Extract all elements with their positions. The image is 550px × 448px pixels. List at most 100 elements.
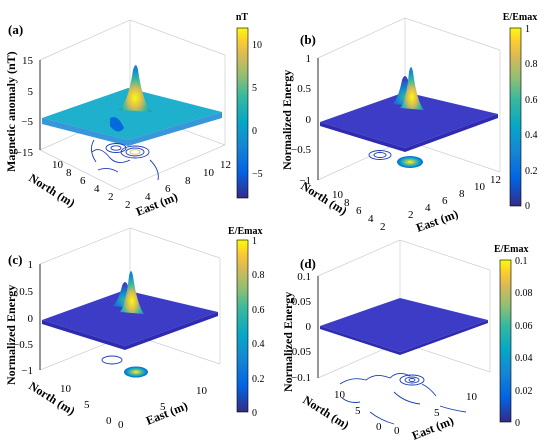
colorbar-title: E/Emax xyxy=(228,226,262,237)
x-tick: 10 xyxy=(203,167,215,179)
colorbar-title: E/Emax xyxy=(494,244,528,255)
x-tick: 4 xyxy=(145,191,151,203)
x-tick: 10 xyxy=(474,181,486,193)
panel-d-z-label: Normalized Energy xyxy=(281,292,295,392)
z-tick: 0.5 xyxy=(297,83,311,95)
panel-c-surface xyxy=(42,271,218,350)
y-tick: 4 xyxy=(94,183,100,195)
x-tick: 12 xyxy=(490,174,501,186)
colorbar-title: nT xyxy=(236,12,249,23)
y-tick: 8 xyxy=(344,197,350,209)
panel-a-z-ticks: 15 5 −5 −15 xyxy=(16,55,34,159)
z-tick: −5 xyxy=(21,116,33,128)
y-tick: 2 xyxy=(108,191,114,203)
panel-a-label: (a) xyxy=(8,22,23,37)
z-tick: 0.1 xyxy=(297,271,311,283)
panel-c-colorbar: E/Emax 1 0.8 0.6 0.4 0.2 0 xyxy=(228,226,265,419)
z-tick: 1 xyxy=(28,259,34,271)
panel-c: 1 0.5 0 −0.5 −1 10 5 0 0 5 10 Normalized… xyxy=(4,226,265,431)
x-tick: 2 xyxy=(408,209,414,221)
x-tick: 8 xyxy=(185,175,191,187)
panel-d-x-ticks: 0 5 10 xyxy=(394,391,478,437)
panel-b-label: (b) xyxy=(300,32,316,47)
panel-d-y-ticks: 10 5 0 xyxy=(334,389,382,433)
colorbar-tick: 0.2 xyxy=(252,374,265,385)
panel-a-contours xyxy=(91,139,159,181)
panel-d-axis-box xyxy=(317,239,491,379)
panel-c-x-label: East (m) xyxy=(144,398,190,427)
panel-c-peak xyxy=(120,271,144,314)
colorbar-tick: 0 xyxy=(252,408,257,419)
y-tick: 0 xyxy=(376,421,382,433)
x-tick: 12 xyxy=(220,159,231,171)
x-tick: 6 xyxy=(165,183,171,195)
colorbar-tick: 10 xyxy=(252,40,262,51)
z-tick: −0.1 xyxy=(291,372,311,384)
colorbar-tick: 1 xyxy=(525,24,530,35)
z-tick: −15 xyxy=(16,147,34,159)
x-tick: 6 xyxy=(442,195,448,207)
panel-a-y-ticks: 10 8 6 4 2 xyxy=(52,159,114,203)
z-tick: 0 xyxy=(306,321,312,333)
x-tick: 0 xyxy=(394,425,400,437)
y-tick: 5 xyxy=(84,399,90,411)
panel-c-x-ticks: 0 5 10 xyxy=(118,385,208,431)
x-tick: 0 xyxy=(118,419,124,431)
panel-a-surface xyxy=(42,65,222,146)
panel-b-colorbar: E/Emax 1 0.8 0.6 0.4 0.2 0 xyxy=(503,12,538,212)
panel-c-y-ticks: 10 5 0 xyxy=(60,383,112,427)
panel-d-x-label: East (m) xyxy=(410,413,456,442)
colorbar-tick: 0.4 xyxy=(252,339,265,350)
colorbar-tick: 0.04 xyxy=(515,353,533,364)
x-tick: 5 xyxy=(160,401,166,413)
y-tick: 10 xyxy=(332,189,344,201)
z-tick: 0 xyxy=(306,114,312,126)
y-tick: 10 xyxy=(60,383,72,395)
colorbar-tick: 0.2 xyxy=(525,166,538,177)
panel-a-x-ticks: 2 4 6 8 10 12 xyxy=(125,159,231,211)
panel-b-x-ticks: 2 4 6 8 10 12 xyxy=(408,174,501,221)
colorbar-tick: 0.06 xyxy=(515,321,533,332)
panel-a-axis-box xyxy=(39,19,226,191)
colorbar-tick: 0.6 xyxy=(252,305,265,316)
z-tick: 0 xyxy=(28,313,34,325)
y-tick: 0 xyxy=(106,415,112,427)
y-tick: 10 xyxy=(334,389,346,401)
colorbar-tick: 0.4 xyxy=(525,130,538,141)
y-tick: 8 xyxy=(66,167,72,179)
y-tick: 6 xyxy=(356,205,362,217)
colorbar-tick: 1 xyxy=(252,236,257,247)
z-tick: 0.5 xyxy=(19,286,33,298)
panel-b-peak xyxy=(400,67,424,110)
panel-b: 1 0.5 0 −0.5 −1 10 8 6 4 2 2 4 6 8 10 12… xyxy=(280,12,538,235)
colorbar-tick: 0 xyxy=(515,418,520,429)
panel-b-z-ticks: 1 0.5 0 −0.5 −1 xyxy=(291,53,311,187)
x-tick: 5 xyxy=(434,407,440,419)
z-tick: −1 xyxy=(299,175,311,187)
z-tick: 15 xyxy=(22,55,34,67)
colorbar-tick: 0.8 xyxy=(525,59,538,70)
x-tick: 10 xyxy=(196,385,208,397)
panel-d-z-ticks: 0.1 0.05 0 −0.05 −0.1 xyxy=(286,271,312,384)
y-tick: 10 xyxy=(52,159,64,171)
z-tick: −0.5 xyxy=(13,339,33,351)
colorbar-tick: 0 xyxy=(252,126,257,137)
panel-a-z-label: Magnetic anomaly (nT) xyxy=(4,51,18,172)
panel-b-contours xyxy=(368,150,423,168)
colorbar-tick: 0.02 xyxy=(515,386,533,397)
panel-b-x-label: East (m) xyxy=(414,207,460,235)
panel-a-peak xyxy=(118,65,152,112)
x-tick: 2 xyxy=(125,199,131,211)
x-tick: 4 xyxy=(425,202,431,214)
panel-a-x-label: East (m) xyxy=(134,189,180,218)
y-tick: 4 xyxy=(368,213,374,225)
x-tick: 10 xyxy=(466,391,478,403)
z-tick: −0.5 xyxy=(291,144,311,156)
z-tick: 1 xyxy=(306,53,312,65)
panel-b-z-label: Normalized Energy xyxy=(280,70,294,170)
panel-b-y-ticks: 10 8 6 4 2 xyxy=(332,189,386,233)
z-tick: −0.05 xyxy=(286,346,312,358)
panel-a: 15 5 −5 −15 10 8 6 4 2 2 4 6 8 10 12 Mag… xyxy=(4,12,263,219)
colorbar-tick: −5 xyxy=(252,169,263,180)
